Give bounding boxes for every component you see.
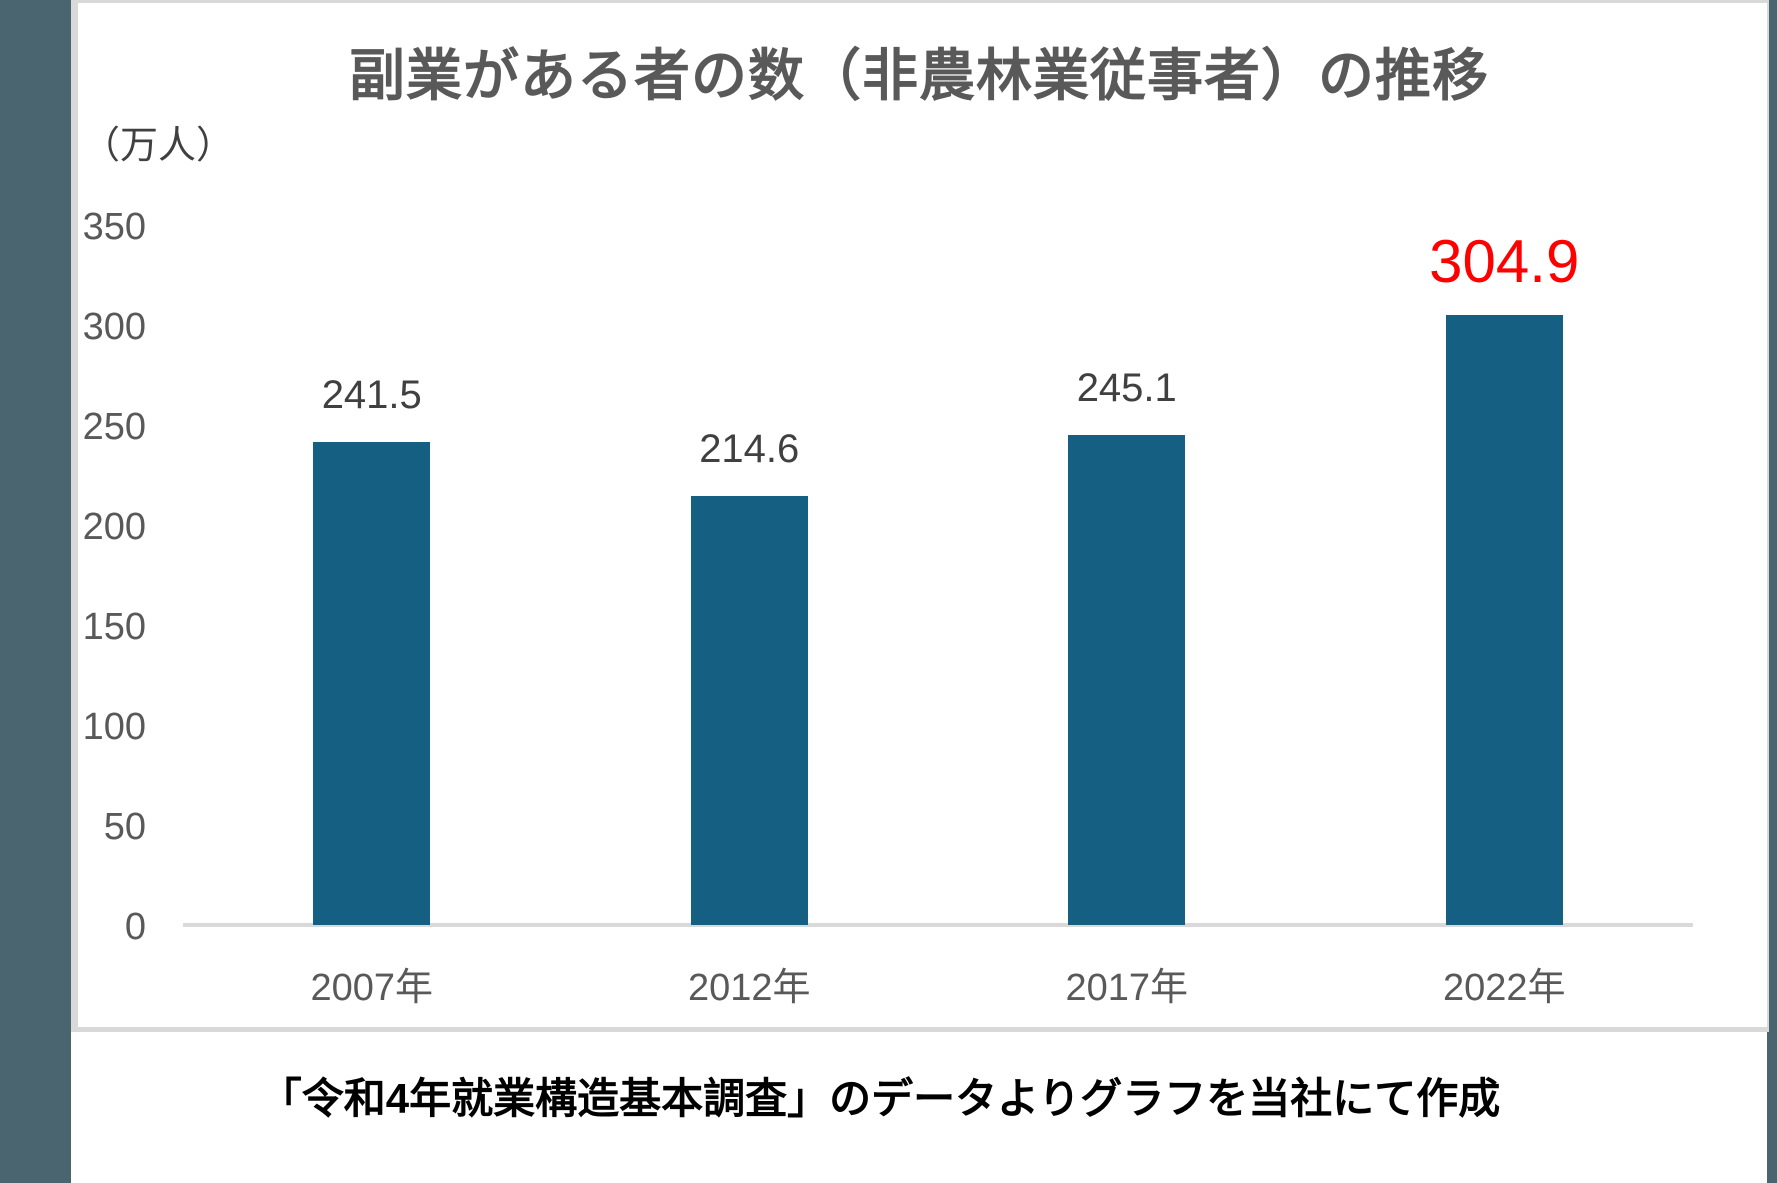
right-frame-strip bbox=[1767, 0, 1777, 1183]
y-tick-label-200: 200 bbox=[82, 506, 146, 548]
source-caption: 「令和4年就業構造基本調査」のデータよりグラフを当社にて作成 bbox=[259, 1075, 1501, 1122]
y-tick-label-100: 100 bbox=[82, 706, 146, 748]
x-tick-label-2012年: 2012年 bbox=[687, 967, 811, 1009]
value-label-214.6: 214.6 bbox=[699, 426, 800, 471]
x-tick-label-2017年: 2017年 bbox=[1065, 967, 1189, 1009]
value-label-245.1: 245.1 bbox=[1076, 365, 1177, 410]
value-label-241.5: 241.5 bbox=[321, 373, 422, 417]
y-axis-unit-label: （万人） bbox=[82, 125, 235, 167]
x-tick-label-2007年: 2007年 bbox=[310, 967, 434, 1009]
y-tick-label-300: 300 bbox=[82, 306, 146, 348]
y-tick-label-250: 250 bbox=[82, 406, 146, 448]
bar-2007年 bbox=[313, 442, 431, 925]
value-label-304.9: 304.9 bbox=[1429, 228, 1580, 296]
bar-2022年 bbox=[1445, 315, 1563, 925]
y-tick-label-50: 50 bbox=[103, 806, 146, 848]
x-tick-label-2022年: 2022年 bbox=[1442, 967, 1566, 1009]
left-frame-strip bbox=[0, 0, 71, 1183]
x-axis-line bbox=[183, 923, 1693, 927]
chart-title: 副業がある者の数（非農林業従事者）の推移 bbox=[349, 44, 1489, 107]
y-tick-label-350: 350 bbox=[82, 206, 146, 248]
y-tick-label-0: 0 bbox=[124, 906, 146, 948]
bar-2012年 bbox=[690, 495, 808, 925]
y-tick-label-150: 150 bbox=[82, 606, 146, 648]
bar-2017年 bbox=[1068, 434, 1186, 925]
